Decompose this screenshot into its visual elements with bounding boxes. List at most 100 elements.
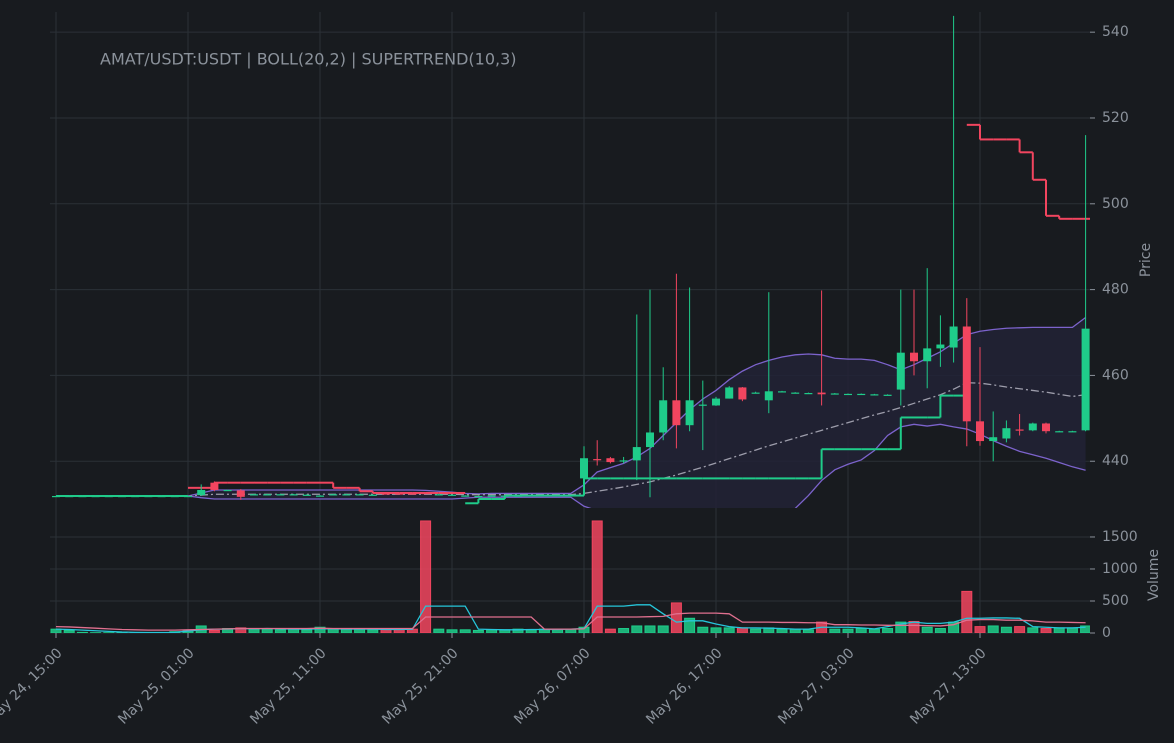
volume-bar [459, 629, 471, 633]
volume-bar [367, 629, 379, 633]
candle-body [184, 495, 192, 498]
volume-bar [1053, 627, 1065, 633]
volume-bar [327, 628, 339, 633]
candle-body [144, 495, 153, 498]
volume-bar [710, 627, 722, 633]
candle-body [395, 493, 404, 495]
candle-body [223, 489, 232, 492]
candle-body [830, 393, 839, 395]
y-tick-label: 480 [1102, 282, 1129, 298]
volume-bar [631, 625, 643, 633]
candle-body [712, 398, 720, 406]
candle-body [844, 393, 852, 396]
candle-body [382, 493, 390, 495]
volume-bar [776, 628, 788, 633]
candle-body [302, 494, 311, 496]
y-axis-label: Price [1138, 243, 1154, 277]
candle-body [421, 492, 430, 495]
candle-body [78, 495, 87, 498]
candle-body [157, 495, 166, 498]
volume-bar [301, 629, 313, 633]
volume-bar [855, 628, 867, 633]
y-tick-label: 540 [1102, 24, 1129, 40]
volume-bar [723, 627, 735, 633]
volume-bar [1080, 625, 1090, 633]
candle-body [804, 393, 813, 395]
y-tick-label: 520 [1102, 110, 1129, 126]
y-tick-label: 0 [1102, 625, 1111, 641]
candle-body [632, 447, 641, 461]
band-fill [56, 317, 1086, 508]
volume-bar [433, 628, 445, 633]
chart-title: AMAT/USDT:USDT | BOLL(20,2) | SUPERTREND… [100, 50, 517, 69]
price-plot [52, 15, 1090, 508]
volume-bar [961, 590, 973, 633]
volume-bar [670, 602, 682, 633]
candle-body [962, 326, 971, 422]
candle-body [355, 494, 364, 496]
volume-bar [420, 520, 432, 633]
y-axis-label: Volume [1146, 549, 1162, 601]
candle-body [698, 404, 707, 406]
candle-body [131, 495, 140, 498]
volume-bar [974, 626, 986, 633]
volume-bar [604, 628, 616, 633]
candle-body [263, 494, 272, 496]
candle-body [408, 493, 417, 495]
candle-body [118, 495, 126, 498]
volume-bar [1000, 626, 1012, 633]
volume-bar [684, 617, 696, 633]
candle-body [553, 495, 562, 497]
volume-plot [50, 520, 1090, 633]
candle-body [276, 494, 285, 496]
candle-body [989, 437, 998, 442]
candle-body [1015, 429, 1024, 431]
candle-body [857, 393, 866, 396]
candle-body [461, 495, 470, 497]
volume-bar [868, 628, 880, 633]
candle-body [250, 494, 258, 496]
candle-body [896, 352, 905, 390]
candle-body [1042, 423, 1050, 432]
candle-body [672, 400, 681, 426]
y-tick-label: 440 [1102, 453, 1129, 469]
candle-body [738, 387, 747, 400]
candle-body [52, 495, 60, 498]
candle-body [870, 394, 879, 396]
candle-body [527, 495, 536, 497]
candle-body [764, 391, 773, 401]
volume-bar [697, 626, 709, 633]
candle-body [580, 458, 588, 479]
candle-body [1002, 428, 1011, 439]
candle-body [606, 458, 615, 463]
volume-bar [274, 629, 286, 633]
candle-body [65, 495, 74, 498]
volume-bar [1027, 627, 1039, 633]
volume-bar [1040, 628, 1052, 633]
volume-bar [261, 628, 273, 633]
candle-body [791, 392, 800, 394]
candle-body [91, 495, 100, 498]
y-tick-label: 500 [1102, 593, 1129, 609]
candle-body [170, 495, 179, 498]
candle-body [210, 482, 219, 490]
volume-bar [446, 629, 458, 633]
candle-body [817, 392, 826, 395]
volume-bar [472, 629, 484, 633]
candle-body [342, 494, 351, 496]
volume-bar [829, 628, 841, 633]
candle-body [619, 460, 628, 462]
volume-bar [802, 629, 814, 633]
candle-body [197, 489, 206, 496]
volume-bar [1066, 627, 1078, 633]
volume-bar [736, 627, 748, 633]
volume-bar [618, 628, 630, 633]
candle-body [751, 392, 760, 394]
volume-bar [934, 628, 946, 633]
candle-body [289, 494, 298, 496]
candle-body [1081, 328, 1090, 431]
volume-bar [842, 628, 854, 633]
candle-body [316, 495, 324, 497]
volume-bar [882, 628, 894, 633]
